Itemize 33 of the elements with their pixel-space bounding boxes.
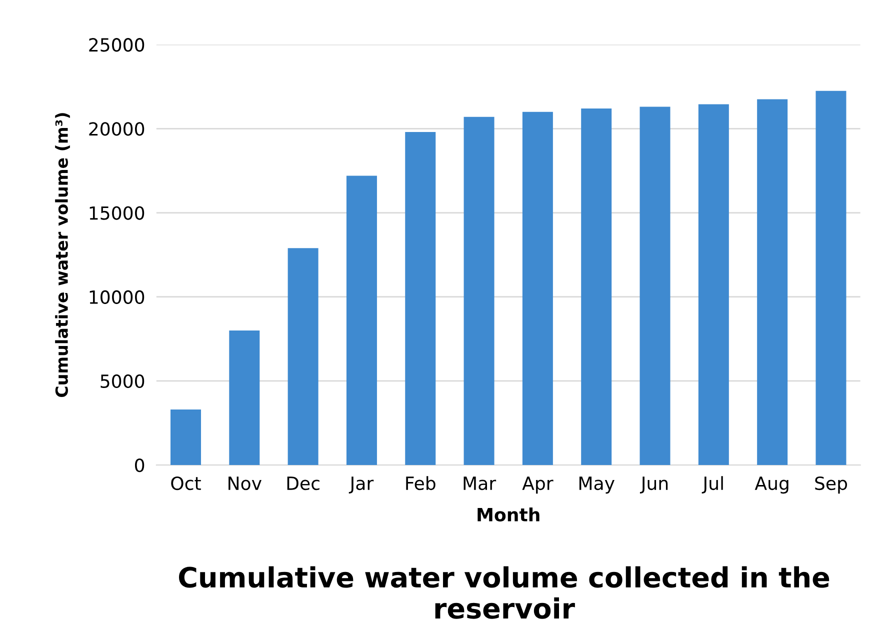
x-tick-label: Apr	[522, 476, 554, 494]
x-tick-label: Feb	[406, 476, 436, 490]
bar	[698, 104, 729, 466]
y-tick-label: 10000	[90, 290, 144, 304]
y-tick-label: 15000	[90, 206, 144, 220]
bar	[522, 112, 553, 466]
bar	[405, 132, 436, 466]
x-tick-label: Jar	[348, 476, 374, 494]
y-tick-label: 20000	[89, 122, 144, 136]
bar	[170, 410, 201, 466]
x-tick-label: Jul	[702, 476, 723, 494]
y-axis-title: Cumulative water volume (m³)	[55, 113, 70, 398]
bar	[816, 90, 846, 466]
x-tick-label: Dec	[287, 476, 320, 490]
bar	[640, 106, 670, 466]
y-tick-label: 5000	[100, 374, 144, 388]
text: Cumulative water volume collected in the reservoir	[178, 566, 830, 619]
x-tick-label: May	[579, 476, 614, 494]
bar	[288, 248, 318, 466]
bar	[464, 116, 494, 466]
x-tick-label: Sep	[815, 476, 848, 494]
bar	[757, 99, 788, 466]
y-tick-label: 25000	[89, 38, 144, 52]
x-tick-label: Aug	[754, 476, 788, 494]
x-tick-label: Jun	[640, 476, 668, 494]
bar	[346, 176, 377, 466]
y-tick-label: 0	[135, 458, 144, 472]
x-tick-label: Mar	[464, 476, 496, 490]
x-axis-title: Month	[478, 507, 540, 522]
x-tick-label: Oct	[171, 476, 201, 490]
bar	[229, 330, 260, 466]
x-tick-label: Nov	[228, 476, 262, 490]
bar	[581, 108, 612, 466]
